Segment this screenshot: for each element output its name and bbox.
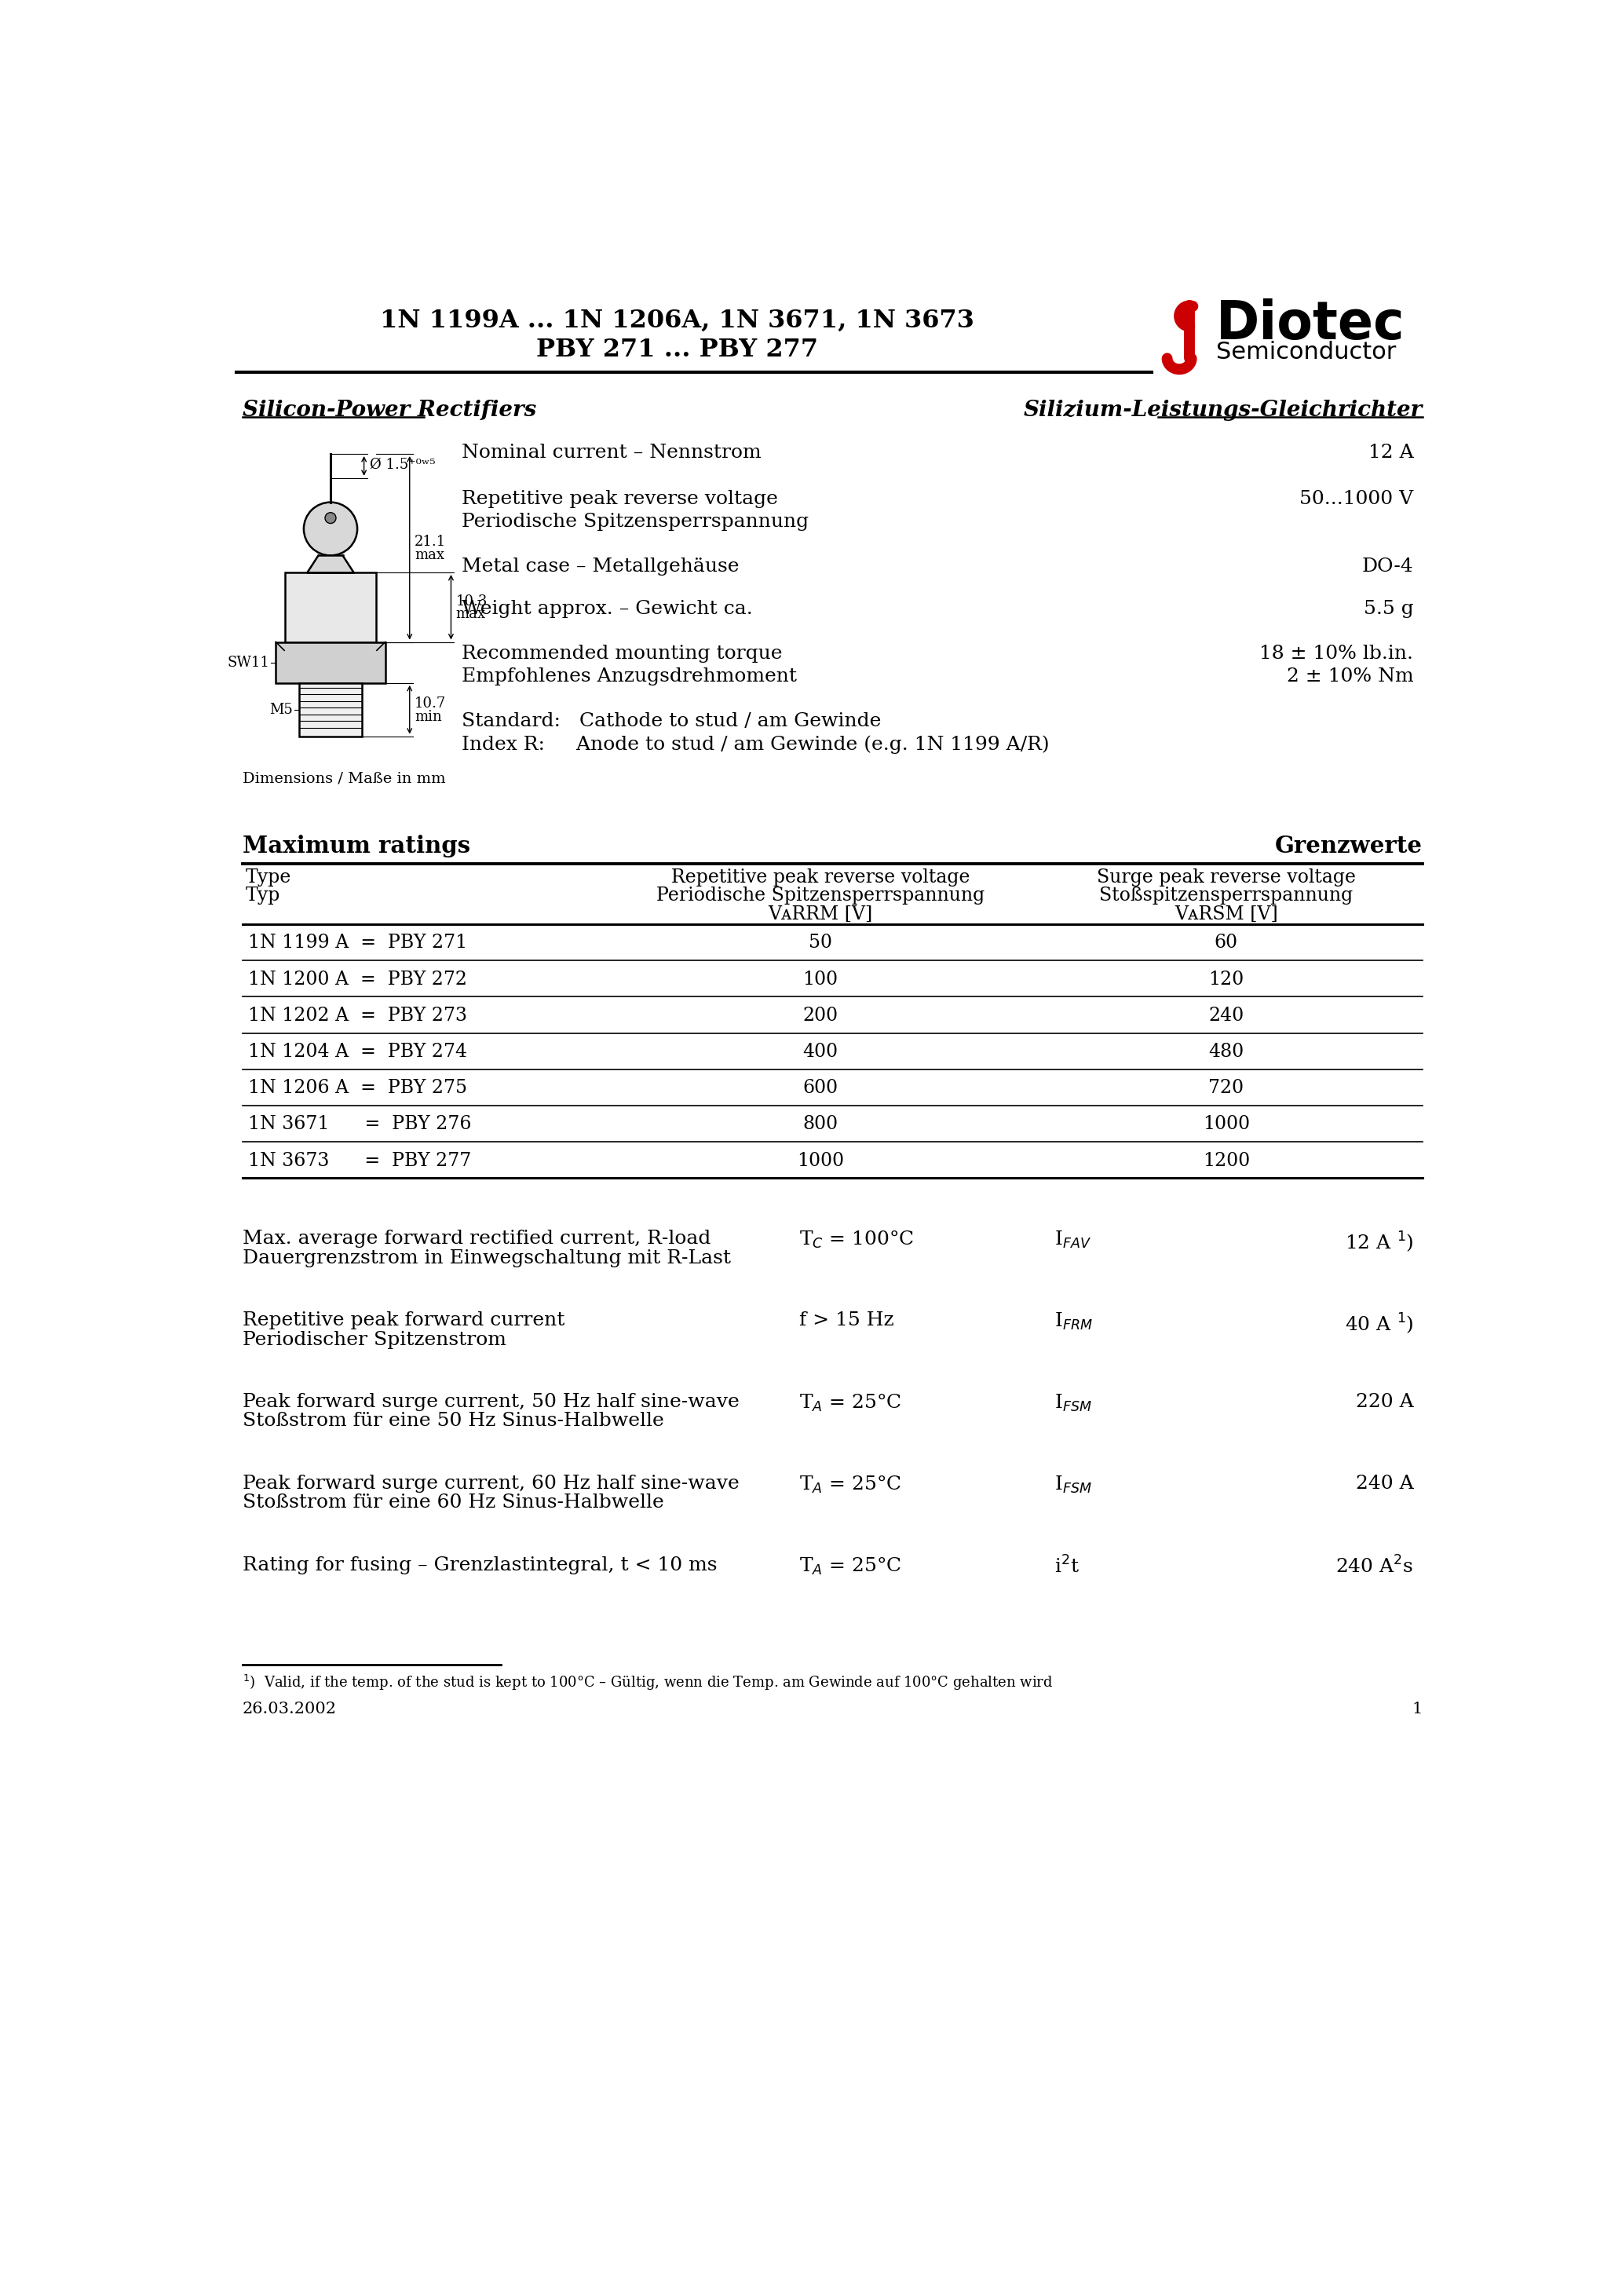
Text: Type: Type — [245, 868, 292, 886]
Text: PBY 271 ... PBY 277: PBY 271 ... PBY 277 — [537, 338, 819, 363]
Text: min: min — [415, 709, 441, 723]
Text: Ø 1.5⁺⁰ʷ⁵: Ø 1.5⁺⁰ʷ⁵ — [370, 457, 436, 473]
Text: 1N 1206 A  =  PBY 275: 1N 1206 A = PBY 275 — [248, 1079, 467, 1097]
Text: 1N 1200 A  =  PBY 272: 1N 1200 A = PBY 272 — [248, 971, 467, 987]
Text: 1N 1199 A  =  PBY 271: 1N 1199 A = PBY 271 — [248, 934, 467, 953]
Text: max: max — [415, 549, 444, 563]
Text: T$_A$ = 25°C: T$_A$ = 25°C — [800, 1557, 902, 1577]
Text: Rating for fusing – Grenzlastintegral, t < 10 ms: Rating for fusing – Grenzlastintegral, t… — [242, 1557, 717, 1575]
Text: Repetitive peak reverse voltage: Repetitive peak reverse voltage — [672, 868, 970, 886]
Text: Recommended mounting torque: Recommended mounting torque — [461, 645, 782, 664]
Text: 10.7: 10.7 — [415, 696, 446, 712]
Text: SW11: SW11 — [227, 654, 269, 670]
Text: 100: 100 — [803, 971, 839, 987]
Text: Silicon-Power Rectifiers: Silicon-Power Rectifiers — [242, 400, 537, 420]
Text: 5.5 g: 5.5 g — [1364, 599, 1413, 618]
Text: 1000: 1000 — [796, 1153, 843, 1169]
Text: Repetitive peak reverse voltage: Repetitive peak reverse voltage — [461, 489, 777, 507]
Text: Index R:     Anode to stud / am Gewinde (e.g. 1N 1199 A/R): Index R: Anode to stud / am Gewinde (e.g… — [461, 735, 1049, 753]
Text: $^1$)  Valid, if the temp. of the stud is kept to 100°C – Gültig, wenn die Temp.: $^1$) Valid, if the temp. of the stud is… — [242, 1674, 1053, 1692]
Text: max: max — [456, 608, 485, 622]
Text: 720: 720 — [1208, 1079, 1244, 1097]
Text: 21.1: 21.1 — [415, 535, 446, 549]
Text: 220 A: 220 A — [1356, 1394, 1413, 1412]
Text: 1N 1204 A  =  PBY 274: 1N 1204 A = PBY 274 — [248, 1042, 467, 1061]
Bar — [298, 682, 362, 737]
Circle shape — [303, 503, 357, 556]
Text: 1N 1202 A  =  PBY 273: 1N 1202 A = PBY 273 — [248, 1006, 467, 1024]
Text: 800: 800 — [803, 1116, 839, 1134]
Text: 200: 200 — [803, 1006, 839, 1024]
Text: Peak forward surge current, 60 Hz half sine-wave: Peak forward surge current, 60 Hz half s… — [242, 1474, 740, 1492]
Text: T$_A$ = 25°C: T$_A$ = 25°C — [800, 1474, 902, 1495]
Text: 60: 60 — [1215, 934, 1238, 953]
Text: Silizium-Leistungs-Gleichrichter: Silizium-Leistungs-Gleichrichter — [1023, 400, 1422, 420]
Text: 18 ± 10% lb.in.: 18 ± 10% lb.in. — [1260, 645, 1413, 664]
Text: i$^2$t: i$^2$t — [1054, 1557, 1080, 1577]
Text: 10.3: 10.3 — [456, 595, 488, 608]
Text: Stoßstrom für eine 60 Hz Sinus-Halbwelle: Stoßstrom für eine 60 Hz Sinus-Halbwelle — [242, 1495, 663, 1511]
Text: Periodische Spitzensperrspannung: Periodische Spitzensperrspannung — [657, 886, 985, 905]
Text: 240: 240 — [1208, 1006, 1244, 1024]
Text: T$_A$ = 25°C: T$_A$ = 25°C — [800, 1394, 902, 1414]
Text: 1000: 1000 — [1202, 1116, 1251, 1134]
Text: Diotec: Diotec — [1216, 298, 1405, 351]
Text: 2 ± 10% Nm: 2 ± 10% Nm — [1286, 668, 1413, 687]
Text: Metal case – Metallgehäuse: Metal case – Metallgehäuse — [461, 558, 740, 576]
Text: f > 15 Hz: f > 15 Hz — [800, 1311, 894, 1329]
Text: 600: 600 — [803, 1079, 839, 1097]
Text: Periodische Spitzensperrspannung: Periodische Spitzensperrspannung — [461, 512, 808, 530]
Text: Standard:   Cathode to stud / am Gewinde: Standard: Cathode to stud / am Gewinde — [461, 712, 881, 730]
Text: T$_C$ = 100°C: T$_C$ = 100°C — [800, 1231, 915, 1251]
Bar — [285, 572, 376, 643]
Text: I$_{FSM}$: I$_{FSM}$ — [1054, 1474, 1092, 1495]
Text: 240 A$^2$s: 240 A$^2$s — [1335, 1557, 1413, 1577]
Text: Repetitive peak forward current: Repetitive peak forward current — [242, 1311, 564, 1329]
Text: VᴀRRM [V]: VᴀRRM [V] — [767, 905, 873, 923]
Text: Weight approx. – Gewicht ca.: Weight approx. – Gewicht ca. — [461, 599, 753, 618]
Text: 12 A: 12 A — [1369, 443, 1413, 461]
Text: Periodischer Spitzenstrom: Periodischer Spitzenstrom — [242, 1332, 506, 1348]
Text: Surge peak reverse voltage: Surge peak reverse voltage — [1096, 868, 1356, 886]
Text: I$_{FAV}$: I$_{FAV}$ — [1054, 1231, 1092, 1251]
Text: 1: 1 — [1413, 1701, 1422, 1715]
Text: 400: 400 — [803, 1042, 839, 1061]
Text: Max. average forward rectified current, R-load: Max. average forward rectified current, … — [242, 1231, 710, 1247]
Text: Dauergrenzstrom in Einwegschaltung mit R-Last: Dauergrenzstrom in Einwegschaltung mit R… — [242, 1249, 730, 1267]
Text: Nominal current – Nennstrom: Nominal current – Nennstrom — [461, 443, 761, 461]
Text: Typ: Typ — [245, 886, 281, 905]
Text: I$_{FSM}$: I$_{FSM}$ — [1054, 1394, 1092, 1414]
Text: Stoßspitzensperrspannung: Stoßspitzensperrspannung — [1100, 886, 1353, 905]
Text: 50...1000 V: 50...1000 V — [1299, 489, 1413, 507]
Text: Grenzwerte: Grenzwerte — [1275, 836, 1422, 859]
Text: Maximum ratings: Maximum ratings — [242, 836, 470, 859]
Text: Dimensions / Maße in mm: Dimensions / Maße in mm — [242, 771, 446, 785]
Text: 1N 3671      =  PBY 276: 1N 3671 = PBY 276 — [248, 1116, 472, 1134]
Text: Semiconductor: Semiconductor — [1216, 340, 1397, 363]
Circle shape — [324, 512, 336, 523]
Text: 1200: 1200 — [1202, 1153, 1251, 1169]
Text: 12 A $^1$): 12 A $^1$) — [1345, 1231, 1413, 1254]
Text: 480: 480 — [1208, 1042, 1244, 1061]
Text: 50: 50 — [808, 934, 832, 953]
Text: 240 A: 240 A — [1356, 1474, 1413, 1492]
Text: VᴀRSM [V]: VᴀRSM [V] — [1174, 905, 1278, 923]
Text: Stoßstrom für eine 50 Hz Sinus-Halbwelle: Stoßstrom für eine 50 Hz Sinus-Halbwelle — [242, 1412, 663, 1430]
Text: Peak forward surge current, 50 Hz half sine-wave: Peak forward surge current, 50 Hz half s… — [242, 1394, 740, 1412]
Text: I$_{FRM}$: I$_{FRM}$ — [1054, 1311, 1093, 1332]
Polygon shape — [308, 556, 354, 572]
Text: 1N 1199A ... 1N 1206A, 1N 3671, 1N 3673: 1N 1199A ... 1N 1206A, 1N 3671, 1N 3673 — [380, 308, 975, 333]
Text: 120: 120 — [1208, 971, 1244, 987]
Text: DO-4: DO-4 — [1362, 558, 1413, 576]
Text: 1N 3673      =  PBY 277: 1N 3673 = PBY 277 — [248, 1153, 472, 1169]
Text: 26.03.2002: 26.03.2002 — [242, 1701, 336, 1715]
Text: M5: M5 — [269, 703, 294, 716]
Text: 40 A $^1$): 40 A $^1$) — [1345, 1311, 1413, 1336]
Text: Empfohlenes Anzugsdrehmoment: Empfohlenes Anzugsdrehmoment — [461, 668, 796, 687]
Bar — [276, 643, 386, 682]
